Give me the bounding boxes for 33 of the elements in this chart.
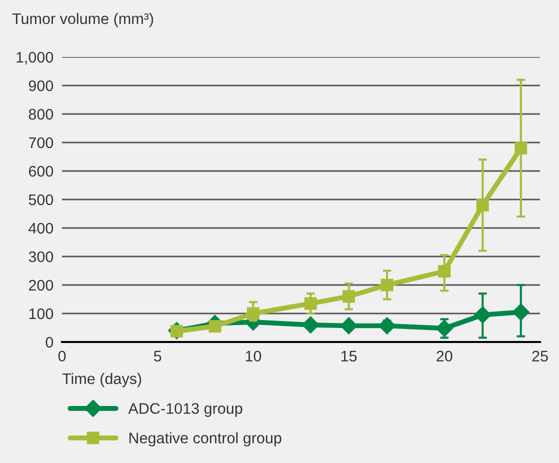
x-tick-label: 15	[341, 350, 357, 362]
x-axis-title: Time (days)	[62, 372, 142, 388]
y-tick-label: 0	[46, 336, 54, 348]
y-tick-label: 100	[29, 308, 54, 320]
x-tick-label: 20	[436, 350, 452, 362]
x-tick-label: 0	[58, 350, 66, 362]
point	[514, 142, 528, 154]
y-tick-label: 900	[28, 80, 54, 92]
y-tick-label: 200	[28, 280, 54, 291]
y-tick-label: 800	[28, 108, 54, 120]
y-tick-label: 400	[28, 222, 54, 234]
y-tick-label: 600	[28, 166, 54, 177]
point	[246, 307, 260, 320]
y-tick-label: 1,000	[16, 52, 54, 64]
point	[436, 319, 454, 338]
point	[474, 306, 492, 324]
y-tick-label: 500	[28, 194, 54, 206]
x-tick-label: 5	[154, 350, 162, 362]
chart-title: Tumor volume (mm³)	[12, 12, 154, 28]
y-tick-label: 300	[28, 251, 54, 262]
point	[208, 320, 222, 333]
y-tick-label: 700	[28, 137, 54, 148]
point	[342, 290, 356, 303]
legend-label: ADC-1013 group	[128, 403, 242, 417]
point	[380, 278, 394, 292]
point	[302, 316, 320, 334]
point	[438, 265, 451, 278]
x-tick-label: 10	[246, 350, 262, 362]
point	[512, 303, 530, 321]
x-tick-label: 25	[532, 350, 548, 362]
point	[476, 198, 489, 212]
legend-label: Negative control group	[129, 432, 282, 446]
point	[304, 297, 317, 310]
